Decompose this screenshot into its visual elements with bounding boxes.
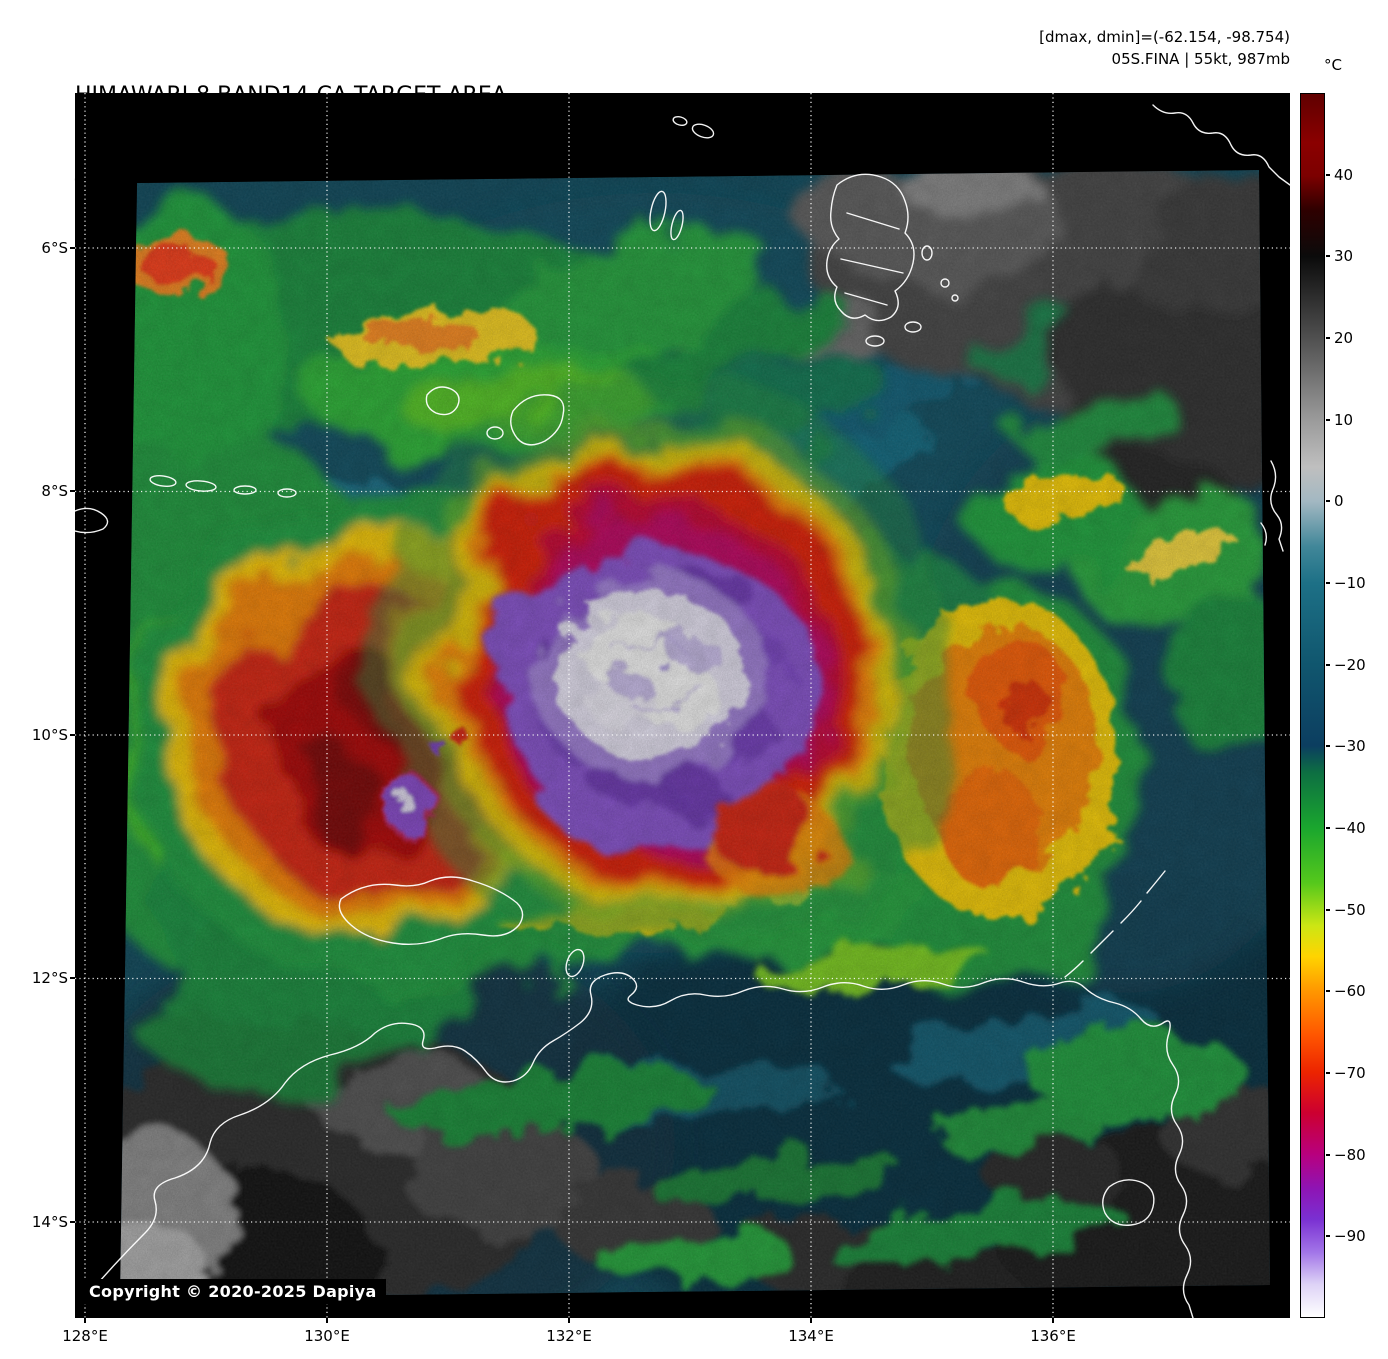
tick-mark	[84, 1318, 86, 1323]
tick-mark	[70, 977, 75, 979]
lon-label-132e: 132°E	[546, 1327, 592, 1345]
tick-mark	[1326, 500, 1330, 502]
tick-mark	[1326, 1072, 1330, 1074]
tick-mark	[1326, 990, 1330, 992]
tick-mark	[1326, 1235, 1330, 1237]
tick-mark	[1326, 827, 1330, 829]
colorbar-unit-label: °C	[1324, 56, 1342, 74]
tick-mark	[810, 1318, 812, 1323]
lon-label-130e: 130°E	[304, 1327, 350, 1345]
colorbar-tick-label: −60	[1334, 982, 1366, 1000]
colorbar-tick-label: −90	[1334, 1227, 1366, 1245]
annotation-block: [dmax, dmin]=(-62.154, -98.754) 05S.FINA…	[1039, 26, 1290, 70]
colorbar-tick-label: 20	[1334, 329, 1354, 347]
lat-label-14s: 14°S	[31, 1213, 68, 1231]
lon-label-134e: 134°E	[788, 1327, 834, 1345]
lat-label-6s: 6°S	[41, 239, 68, 257]
colorbar-tick-label: 40	[1334, 166, 1354, 184]
lon-label-136e: 136°E	[1030, 1327, 1076, 1345]
colorbar-tick-label: −20	[1334, 656, 1366, 674]
satellite-image	[75, 93, 1290, 1318]
tick-mark	[70, 1221, 75, 1223]
tick-mark	[1326, 582, 1330, 584]
colorbar-tick-label: −70	[1334, 1064, 1366, 1082]
tick-mark	[70, 247, 75, 249]
coastlines	[75, 104, 1290, 1318]
tick-mark	[1326, 419, 1330, 421]
lat-label-8s: 8°S	[41, 482, 68, 500]
lat-label-12s: 12°S	[31, 969, 68, 987]
colorbar-tick-label: 10	[1334, 411, 1354, 429]
lon-label-128e: 128°E	[62, 1327, 108, 1345]
colorbar-tick-label: −30	[1334, 737, 1366, 755]
copyright-label: Copyright © 2020-2025 Dapiya	[80, 1279, 386, 1304]
tick-mark	[1326, 337, 1330, 339]
tick-mark	[326, 1318, 328, 1323]
tick-mark	[1326, 255, 1330, 257]
tick-mark	[1326, 174, 1330, 176]
tick-mark	[70, 490, 75, 492]
colorbar-tick-label: −80	[1334, 1146, 1366, 1164]
graticule	[75, 93, 1290, 1318]
lat-label-10s: 10°S	[31, 726, 68, 744]
tick-mark	[70, 734, 75, 736]
colorbar-tick-label: −10	[1334, 574, 1366, 592]
tick-mark	[1326, 909, 1330, 911]
tick-mark	[568, 1318, 570, 1323]
storm-info-label: 05S.FINA | 55kt, 987mb	[1111, 50, 1290, 68]
colorbar-tick-label: −50	[1334, 901, 1366, 919]
tick-mark	[1326, 745, 1330, 747]
tick-mark	[1052, 1318, 1054, 1323]
tick-mark	[1326, 1154, 1330, 1156]
colorbar-tick-label: −40	[1334, 819, 1366, 837]
dmax-dmin-label: [dmax, dmin]=(-62.154, -98.754)	[1039, 28, 1290, 46]
colorbar	[1300, 93, 1325, 1318]
colorbar-tick-label: 30	[1334, 247, 1354, 265]
map-plot: Copyright © 2020-2025 Dapiya	[75, 93, 1290, 1318]
colorbar-tick-label: 0	[1334, 492, 1344, 510]
tick-mark	[1326, 664, 1330, 666]
